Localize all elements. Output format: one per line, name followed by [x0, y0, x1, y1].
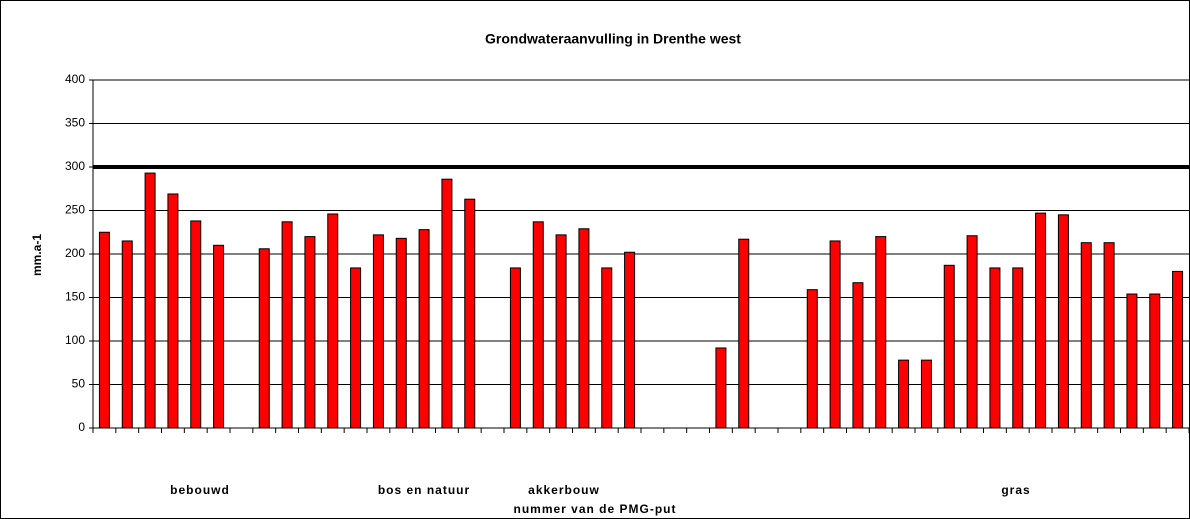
bar: [966, 235, 978, 429]
bar: [601, 267, 613, 429]
bar: [555, 234, 567, 429]
bar: [806, 289, 818, 429]
y-tick-label: 400: [65, 72, 85, 86]
bar: [304, 236, 316, 429]
bar: [350, 267, 362, 429]
y-tick-label: 300: [65, 159, 85, 173]
y-tick-label: 250: [65, 203, 85, 217]
x-axis-label: nummer van de PMG-put: [513, 502, 676, 516]
y-tick-label: 50: [72, 377, 86, 391]
bar: [464, 198, 476, 429]
group-label: bebouwd: [170, 483, 230, 497]
bar: [98, 231, 110, 429]
bar: [509, 267, 521, 429]
chart-title: Grondwateraanvulling in Drenthe west: [485, 31, 741, 47]
bar: [875, 236, 887, 429]
y-tick-label: 100: [65, 333, 85, 347]
bar: [418, 229, 430, 429]
y-tick-label: 150: [65, 290, 85, 304]
bar: [715, 347, 727, 429]
y-tick-label: 350: [65, 116, 85, 130]
bar: [738, 238, 750, 429]
bar: [1057, 214, 1069, 429]
bar: [578, 228, 590, 429]
bar: [213, 244, 225, 429]
bar: [920, 359, 932, 429]
bar: [852, 282, 864, 429]
bar: [441, 178, 453, 429]
bar: [1149, 293, 1161, 429]
y-tick-label: 200: [65, 246, 85, 260]
bar: [190, 220, 202, 429]
bar: [1012, 267, 1024, 429]
y-axis-label: mm.a-1: [30, 234, 44, 276]
y-tick-label: 0: [78, 420, 85, 434]
bar: [1035, 212, 1047, 429]
bar: [829, 240, 841, 429]
bar: [532, 221, 544, 429]
bar: [167, 193, 179, 429]
bar: [258, 248, 270, 429]
group-label: gras: [1001, 483, 1030, 497]
group-label: akkerbouw: [528, 483, 600, 497]
bar: [1126, 293, 1138, 429]
bar: [327, 213, 339, 429]
bar: [898, 359, 910, 429]
bar: [144, 172, 156, 429]
bar: [395, 237, 407, 429]
group-label: bos en natuur: [378, 483, 470, 497]
bar: [1080, 242, 1092, 429]
bar: [121, 240, 133, 429]
bar: [372, 234, 384, 429]
bar: [943, 264, 955, 429]
bar: [624, 251, 636, 429]
bar: [1103, 242, 1115, 429]
bar: [281, 221, 293, 429]
bar: [1172, 270, 1184, 429]
bar: [989, 267, 1001, 429]
